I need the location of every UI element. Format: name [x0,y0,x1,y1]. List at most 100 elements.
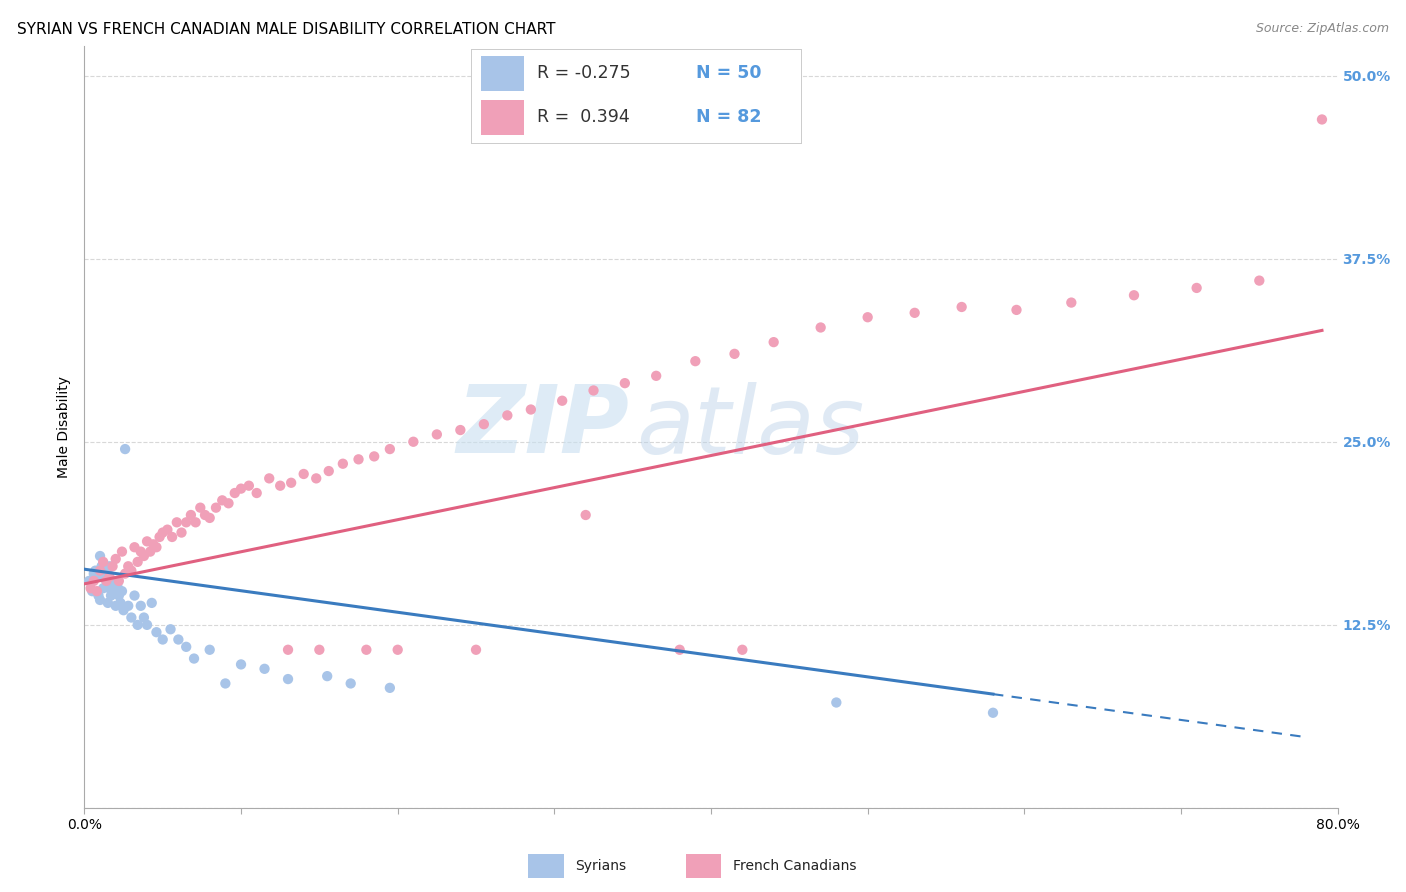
Text: Source: ZipAtlas.com: Source: ZipAtlas.com [1256,22,1389,36]
Point [82,584,104,599]
Point [810,320,832,334]
Point [98,569,121,583]
Point [950,300,973,314]
Point [645,368,668,383]
Point [211,493,233,508]
Point [280,475,302,490]
Point [465,642,488,657]
Y-axis label: Male Disability: Male Disability [58,376,72,478]
Point [387,642,409,657]
Point [277,672,299,686]
Point [318,464,340,478]
Text: R = -0.275: R = -0.275 [537,64,631,82]
Point [86,569,108,583]
Point [188,500,211,515]
Point [723,347,745,361]
Point [136,618,159,632]
Text: ZIP: ZIP [457,381,630,473]
Point [124,540,146,554]
Point [174,516,197,530]
Point [117,599,139,613]
Point [159,622,181,636]
Point [111,584,134,599]
Point [98,559,121,574]
Point [308,642,330,657]
Point [111,544,134,558]
Point [277,642,299,657]
Text: R =  0.394: R = 0.394 [537,109,630,127]
Bar [481,100,524,136]
Point [100,589,122,603]
Point [198,642,221,657]
Point [120,610,142,624]
Point [825,696,848,710]
Point [112,603,135,617]
Point [1060,295,1083,310]
Text: Syrians: Syrians [575,859,627,873]
Point [292,467,315,481]
Point [180,508,202,522]
Point [496,409,519,423]
Point [856,310,879,325]
Point [1249,274,1271,288]
Text: atlas: atlas [636,382,865,473]
Point [449,423,471,437]
Point [1005,302,1028,317]
Point [132,549,155,563]
Point [83,566,105,581]
Point [114,442,136,456]
Point [668,642,690,657]
Point [90,559,112,574]
Point [84,564,107,578]
Point [97,566,120,581]
Point [316,669,339,683]
Point [167,632,190,647]
Point [89,593,111,607]
Text: N = 50: N = 50 [696,64,761,82]
Point [110,596,132,610]
Point [183,651,205,665]
Point [86,584,108,599]
Point [224,486,246,500]
Point [229,482,252,496]
Point [104,552,127,566]
Point [101,559,124,574]
Point [1310,112,1333,127]
Point [93,569,115,583]
Point [551,393,574,408]
Point [114,566,136,581]
Point [132,610,155,624]
Point [127,618,149,632]
Point [170,525,193,540]
Point [184,516,207,530]
Point [981,706,1004,720]
Point [96,574,118,588]
Point [402,434,425,449]
Point [145,625,167,640]
Point [356,642,378,657]
Point [229,657,252,672]
Point [103,584,125,599]
Point [762,335,785,350]
Point [91,581,114,595]
Point [89,564,111,578]
Point [129,599,152,613]
Point [363,450,385,464]
Point [160,530,183,544]
Point [91,555,114,569]
Point [152,525,174,540]
Point [731,642,754,657]
Point [575,508,598,522]
Point [1185,281,1208,295]
Point [98,581,121,595]
Point [582,384,605,398]
Point [145,540,167,554]
Point [87,589,110,603]
Point [269,479,291,493]
Point [83,574,105,588]
Point [305,471,328,485]
Text: N = 82: N = 82 [696,109,761,127]
Point [96,574,118,588]
Point [79,581,101,595]
Point [156,523,179,537]
